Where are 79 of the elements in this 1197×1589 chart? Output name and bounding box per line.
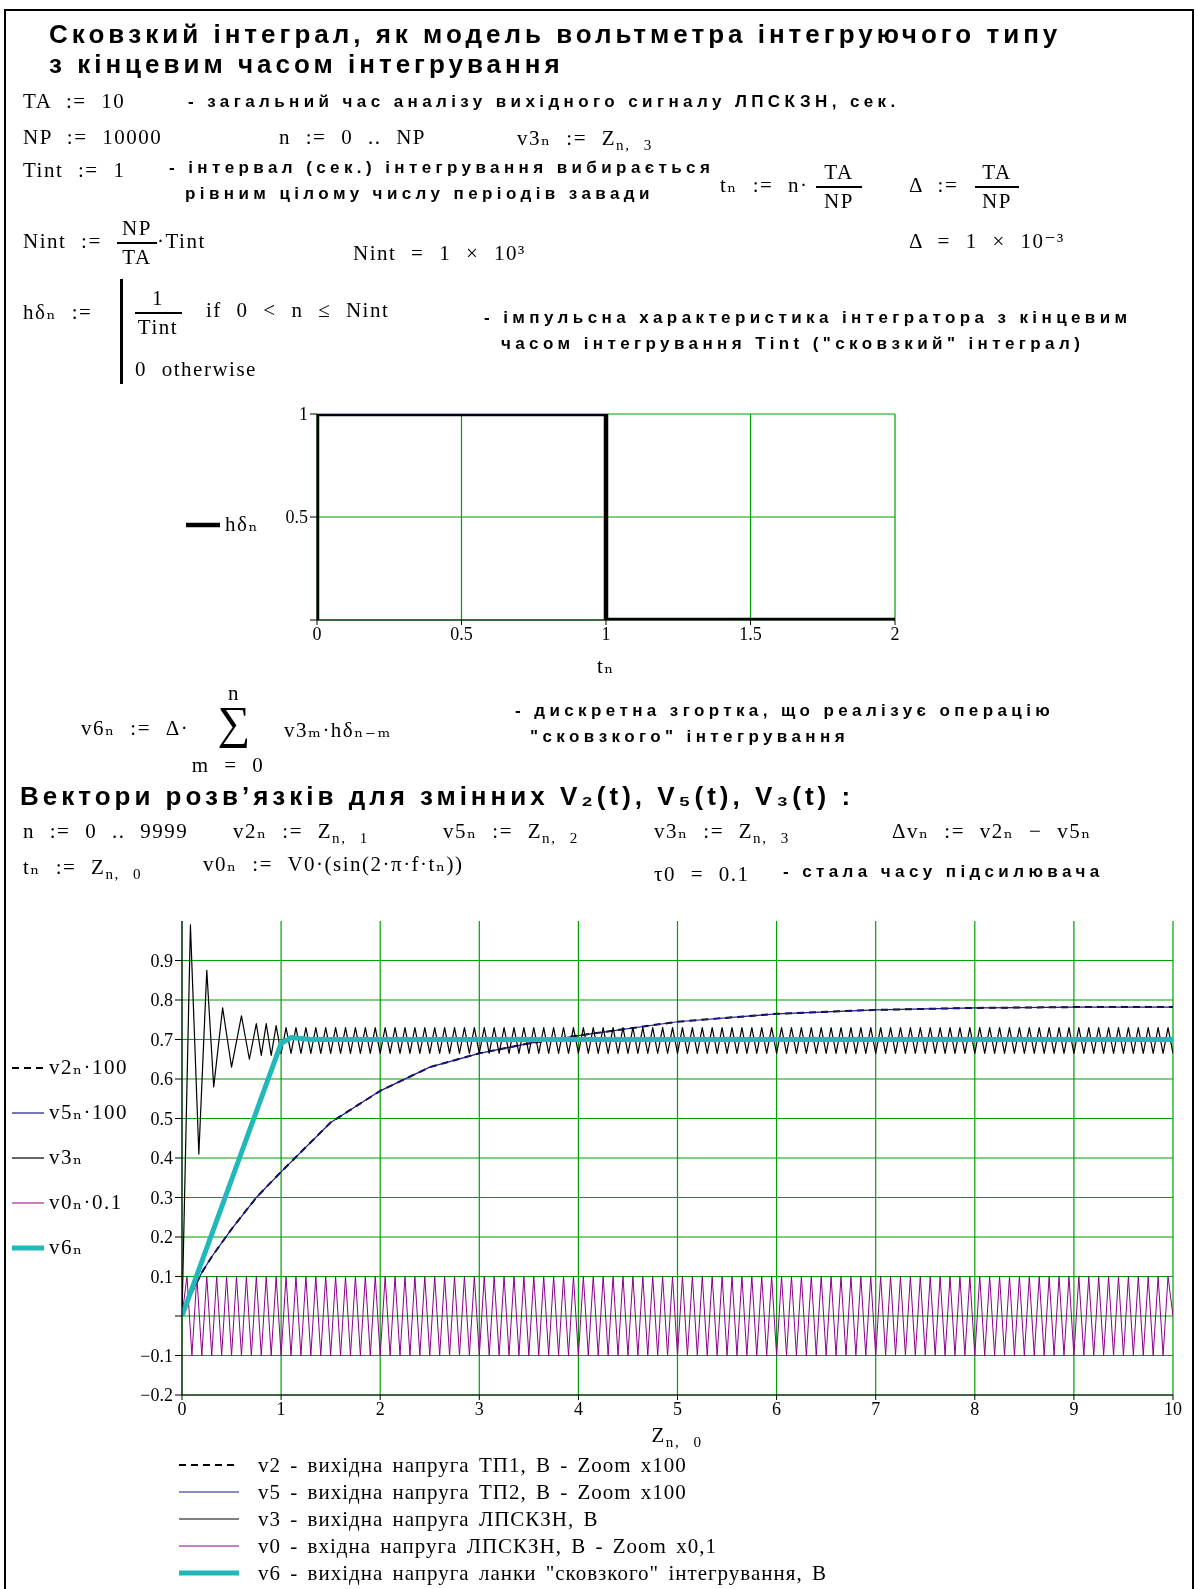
x-tick-label: 4 bbox=[573, 1398, 583, 1419]
x-axis-title: Z$_{n, 0}$ bbox=[651, 1423, 703, 1451]
legend-label: v0ₙ·0.1 bbox=[49, 1190, 123, 1214]
y-tick-label: 0.4 bbox=[150, 1148, 173, 1169]
text: v2 - вихідна напруга ТП1, В - Zoom x100 bbox=[258, 1453, 687, 1477]
text: - інтервал (сек.) інтегрування вибирається рівним цілому числу періодів завади bbox=[169, 158, 715, 203]
text: Δ = 1 × 10⁻³ bbox=[909, 229, 1065, 253]
text: NP := 10000 bbox=[23, 125, 163, 149]
x-tick-label: 7 bbox=[871, 1398, 881, 1419]
text: v3ₘ·hδₙ₋ₘ bbox=[284, 718, 392, 742]
text: TA bbox=[824, 160, 854, 184]
text: - імпульсна характеристика інтегратора з кінцевим часом інтегрування Tint ("сковзкий" інтеграл) bbox=[484, 307, 1133, 355]
legend-label: v2ₙ·100 bbox=[49, 1055, 129, 1079]
text: v3 - вихідна напруга ЛПСКЗН, В bbox=[258, 1507, 599, 1531]
text: TA := 10 bbox=[23, 89, 126, 113]
text: Δ := bbox=[909, 173, 959, 197]
text: TA bbox=[122, 245, 152, 269]
x-tick-label: 0 bbox=[177, 1398, 187, 1419]
x-tick-label: 2 bbox=[375, 1398, 385, 1419]
legend-label: v5ₙ·100 bbox=[49, 1100, 129, 1124]
text: Tint bbox=[137, 315, 179, 339]
text: v0ₙ := V0·(sin(2·π·f·tₙ)) bbox=[203, 852, 464, 876]
x-tick-label: 10 bbox=[1164, 1398, 1182, 1419]
text: v0 - вхідна напруга ЛПСКЗН, В - Zoom x0,1 bbox=[258, 1534, 717, 1558]
y-tick-label: 0.2 bbox=[150, 1227, 173, 1248]
x-tick-label: 1.5 bbox=[739, 623, 762, 644]
x-tick-label: 0.5 bbox=[450, 623, 473, 644]
text: TA bbox=[982, 160, 1012, 184]
text: v5ₙ := Z$_{n, 2}$ bbox=[443, 819, 579, 847]
legend-label: hδₙ bbox=[225, 512, 259, 536]
text: v2ₙ := Z$_{n, 1}$ bbox=[233, 819, 369, 847]
x-tick-label: 5 bbox=[673, 1398, 682, 1419]
text: Tint := 1 bbox=[23, 158, 126, 182]
x-tick-label: 0 bbox=[312, 623, 322, 644]
text: NP bbox=[122, 216, 152, 240]
y-tick-label: 0.6 bbox=[150, 1069, 173, 1090]
legend-label: v3ₙ bbox=[49, 1145, 84, 1169]
x-tick-label: 3 bbox=[474, 1398, 484, 1419]
text: m = 0 bbox=[191, 753, 265, 777]
text: Δvₙ := v2ₙ − v5ₙ bbox=[892, 819, 1092, 843]
x-tick-label: 1 bbox=[276, 1398, 286, 1419]
text: v6ₙ := Δ· bbox=[81, 716, 190, 740]
x-tick-label: 1 bbox=[601, 623, 611, 644]
text: Nint = 1 × 10³ bbox=[353, 241, 526, 265]
y-tick-label: 0.3 bbox=[150, 1187, 173, 1208]
y-tick-label: 0.7 bbox=[150, 1029, 173, 1050]
text: tₙ := Z$_{n, 0}$ bbox=[23, 855, 143, 883]
text: v3ₙ := Z$_{n, 3}$ bbox=[517, 126, 653, 154]
text: - дискретна згортка, що реалізує операцію "сковзкого" інтегрування bbox=[515, 700, 1056, 748]
x-tick-label: 2 bbox=[890, 623, 900, 644]
text: Nint := bbox=[23, 229, 102, 253]
text: NP bbox=[824, 189, 854, 213]
text: - стала часу підсилювача bbox=[783, 861, 1104, 883]
y-tick-label: 0.8 bbox=[150, 990, 173, 1011]
y-tick-label: −0.2 bbox=[140, 1385, 173, 1406]
x-axis-title: tₙ bbox=[597, 654, 615, 678]
text: n := 0 .. NP bbox=[279, 125, 427, 149]
text: τ0 = 0.1 bbox=[654, 862, 750, 886]
legend-label: v6ₙ bbox=[49, 1235, 84, 1259]
text: - загальний час аналізу вихідного сигналу ЛПСКЗН, сек. bbox=[188, 91, 900, 113]
text: n := 0 .. 9999 bbox=[23, 819, 189, 843]
x-tick-label: 9 bbox=[1069, 1398, 1079, 1419]
text: v3ₙ := Z$_{n, 3}$ bbox=[654, 819, 790, 847]
y-tick-label: 0.9 bbox=[150, 950, 173, 971]
text: NP bbox=[982, 189, 1012, 213]
text: ·Tint bbox=[157, 229, 206, 253]
y-tick-label: 0.1 bbox=[150, 1266, 173, 1287]
text: v6 - вихідна напруга ланки "сковзкого" інтегрування, В bbox=[258, 1561, 827, 1585]
x-tick-label: 8 bbox=[970, 1398, 980, 1419]
y-tick-label: 0.5 bbox=[150, 1108, 173, 1129]
chart-title: Сковзкий інтеграл, як модель вольтметра інтегруючого типу з кінцевим часом інтегрування bbox=[49, 19, 1063, 79]
chart-title: Вектори розв’язків для змінних V₂(t), V₅(t), V₃(t) : bbox=[20, 781, 856, 811]
text: hδₙ := bbox=[23, 300, 93, 324]
text: if 0 < n ≤ Nint bbox=[206, 298, 390, 322]
x-tick-label: 6 bbox=[772, 1398, 782, 1419]
text: 0 otherwise bbox=[135, 357, 257, 381]
text: tₙ := n· bbox=[720, 173, 809, 197]
text: v5 - вихідна напруга ТП2, В - Zoom x100 bbox=[258, 1480, 687, 1504]
y-tick-label: −0.1 bbox=[140, 1345, 173, 1366]
